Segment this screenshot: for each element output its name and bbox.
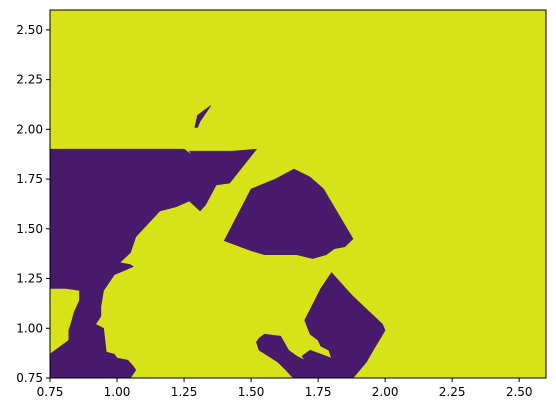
bottom-left-region [49,266,137,379]
x-axis: 0.75 1.00 1.25 1.50 1.75 2.00 2.25 2.50 [37,378,533,399]
top-shard-region [194,105,212,128]
region-layer [49,105,386,379]
y-tick-label: 1.00 [16,321,43,335]
y-tick-label: 2.25 [16,73,43,87]
x-tick-label: 2.50 [506,385,533,399]
x-tick-label: 1.00 [104,385,131,399]
x-tick-label: 1.50 [238,385,265,399]
y-tick-label: 1.25 [16,272,43,286]
x-tick-label: 1.25 [171,385,198,399]
y-tick-label: 2.50 [16,23,43,37]
x-tick-label: 2.25 [439,385,466,399]
y-tick-label: 1.50 [16,222,43,236]
y-axis: 0.75 1.00 1.25 1.50 1.75 2.00 2.25 2.50 [16,23,50,385]
y-tick-label: 0.75 [16,371,43,385]
y-tick-label: 2.00 [16,122,43,136]
x-tick-label: 2.00 [372,385,399,399]
y-tick-label: 1.75 [16,172,43,186]
bottom-right-region [256,272,386,379]
x-tick-label: 0.75 [37,385,64,399]
x-tick-label: 1.75 [305,385,332,399]
plot-frame [49,9,547,379]
center-region [223,168,354,259]
